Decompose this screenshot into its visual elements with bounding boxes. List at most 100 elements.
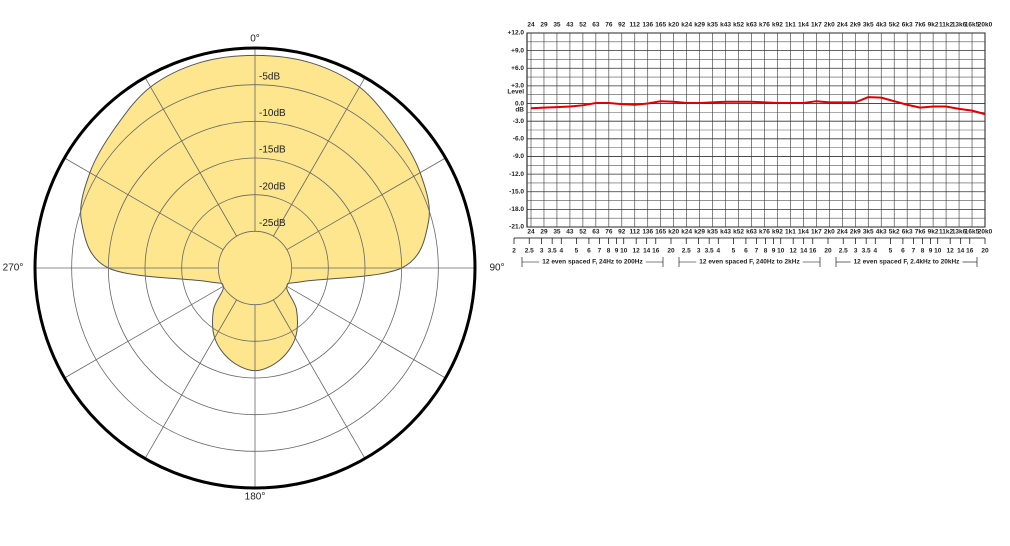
spoke: [272, 299, 366, 459]
x-tick-label-bottom: 136: [642, 229, 653, 236]
x-tick-label-bottom: 16k5: [965, 229, 980, 236]
x-tick-label-top: 24: [527, 22, 535, 29]
x-tick-label-bottom: k76: [759, 229, 770, 236]
ruler-label: 2.5: [682, 248, 691, 255]
ruler-label: 2.5: [839, 248, 848, 255]
x-tick-label-bottom: k24: [681, 229, 692, 236]
x-tick-label-bottom: 11k2: [939, 229, 953, 236]
ruler-label: 5: [889, 248, 893, 255]
response-line: [530, 96, 986, 116]
y-tick-label: -15.0: [509, 188, 524, 195]
x-tick-label-bottom: 2k9: [850, 229, 861, 236]
x-tick-label-top: 3k5: [863, 22, 874, 29]
y-tick-label: +9.0: [511, 47, 524, 54]
ring-label: -5dB: [259, 71, 280, 82]
spoke: [64, 285, 224, 379]
x-tick-label-top: 20k0: [978, 22, 993, 29]
range-label: 12 even spaced F, 24Hz to 200Hz: [542, 259, 643, 266]
ruler-label: 20: [981, 248, 989, 255]
x-tick-label-bottom: 29: [540, 229, 548, 236]
x-tick-label-bottom: k29: [694, 229, 705, 236]
x-tick-label-top: 92: [618, 22, 626, 29]
ruler-label: 3.5: [548, 248, 557, 255]
x-tick-label-top: 4k3: [876, 22, 887, 29]
x-tick-label-top: 76: [605, 22, 613, 29]
ruler-label: 16: [809, 248, 817, 255]
ruler-label: 12: [633, 248, 641, 255]
x-tick-label-top: k29: [694, 22, 705, 29]
ruler-label: 10: [934, 248, 942, 255]
x-tick-label-top: 35: [553, 22, 561, 29]
ruler-label: 12: [790, 248, 798, 255]
ruler-label: 20: [824, 248, 832, 255]
ruler-label: 16: [652, 248, 660, 255]
x-tick-label-bottom: 20k0: [978, 229, 993, 236]
ruler-label: 9: [772, 248, 776, 255]
ruler-label: 2: [512, 248, 516, 255]
x-tick-label-top: 165: [655, 22, 666, 29]
x-tick-label-bottom: 1k7: [811, 229, 822, 236]
ruler-label: 6: [744, 248, 748, 255]
ruler-label: 4: [716, 248, 720, 255]
x-tick-label-top: k35: [707, 22, 718, 29]
x-tick-label-top: 6k3: [902, 22, 913, 29]
x-tick-label-top: 136: [642, 22, 653, 29]
ruler-label: 7: [598, 248, 602, 255]
x-tick-label-bottom: k35: [707, 229, 718, 236]
ruler-label: 3.5: [862, 248, 871, 255]
ruler-label: 3: [697, 248, 701, 255]
x-tick-label-bottom: 112: [630, 229, 641, 236]
ring-label: -15dB: [259, 145, 286, 156]
x-tick-label-top: 9k2: [928, 22, 939, 29]
x-tick-label-bottom: k43: [720, 229, 731, 236]
ring-label: -10dB: [259, 108, 286, 119]
ruler-label: 14: [800, 248, 808, 255]
ruler-label: 4: [873, 248, 877, 255]
x-tick-label-bottom: 35: [553, 229, 561, 236]
angle-label: 0°: [250, 34, 260, 45]
x-tick-label-bottom: k20: [668, 229, 679, 236]
x-tick-label-top: 1k1: [785, 22, 796, 29]
x-tick-label-bottom: 5k2: [889, 229, 900, 236]
ruler-label: 8: [921, 248, 925, 255]
x-tick-label-top: 5k2: [889, 22, 900, 29]
x-tick-label-top: 1k7: [811, 22, 822, 29]
ruler-label: 20: [667, 248, 675, 255]
ring-label: -20dB: [259, 181, 286, 192]
ruler-label: 2.5: [525, 248, 534, 255]
x-tick-label-bottom: 24: [527, 229, 535, 236]
x-tick-label-bottom: 52: [579, 229, 587, 236]
x-tick-label-bottom: 2k0: [824, 229, 835, 236]
x-tick-label-bottom: 76: [605, 229, 613, 236]
y-tick-label: -9.0: [513, 153, 525, 160]
x-tick-label-top: k63: [746, 22, 757, 29]
spoke: [144, 77, 238, 237]
spoke: [64, 157, 224, 251]
x-tick-label-top: k43: [720, 22, 731, 29]
ruler-label: 7: [755, 248, 759, 255]
x-tick-label-bottom: 9k2: [928, 229, 939, 236]
ruler-label: 16: [966, 248, 974, 255]
y-tick-label: -12.0: [509, 171, 524, 178]
ruler-label: 4: [559, 248, 563, 255]
x-tick-label-top: k52: [733, 22, 744, 29]
x-tick-label-bottom: 3k5: [863, 229, 874, 236]
x-tick-label-top: 63: [592, 22, 600, 29]
x-tick-label-top: k24: [681, 22, 692, 29]
x-tick-label-top: k76: [759, 22, 770, 29]
x-tick-label-top: 11k2: [939, 22, 953, 29]
ruler-label: 3.5: [705, 248, 714, 255]
ruler-label: 14: [957, 248, 965, 255]
x-tick-label-top: 2k4: [837, 22, 848, 29]
ruler-label: 9: [929, 248, 933, 255]
x-tick-label-top: k92: [772, 22, 783, 29]
ruler-label: 5: [575, 248, 579, 255]
x-tick-label-bottom: 6k3: [902, 229, 913, 236]
ruler-label: 8: [764, 248, 768, 255]
ruler-label: 14: [643, 248, 651, 255]
x-tick-label-bottom: k92: [772, 229, 783, 236]
x-tick-label-bottom: 1k4: [798, 229, 809, 236]
y-axis-label: Level: [507, 89, 524, 96]
x-tick-label-top: 13k6: [952, 22, 967, 29]
